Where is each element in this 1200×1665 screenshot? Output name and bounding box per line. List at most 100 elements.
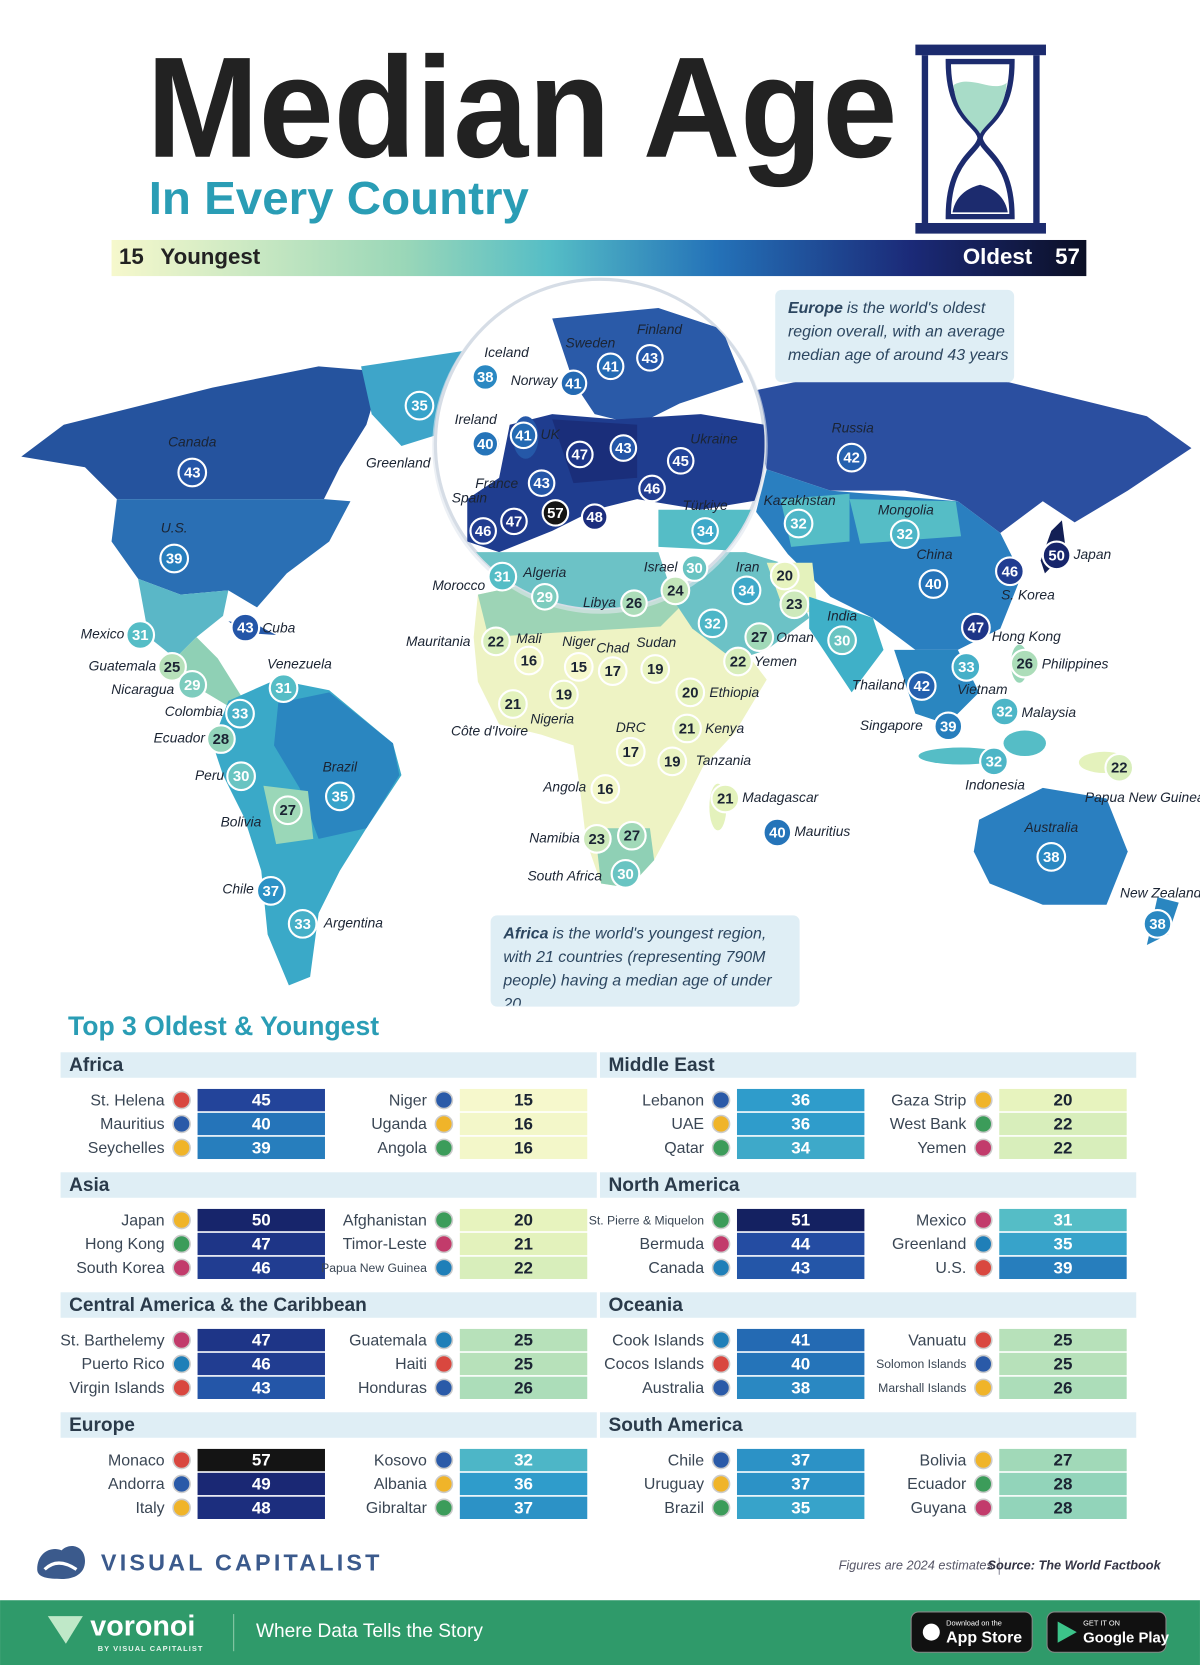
value-label: 33 bbox=[958, 660, 975, 676]
value-label: 38 bbox=[1149, 917, 1166, 933]
subtitle: In Every Country bbox=[149, 172, 529, 224]
value-bar bbox=[459, 1136, 588, 1160]
flag bbox=[434, 1090, 454, 1110]
value-bar bbox=[197, 1136, 325, 1160]
value-text: 26 bbox=[1054, 1378, 1073, 1397]
value-marker bbox=[481, 626, 511, 657]
country-label: Israel bbox=[644, 560, 679, 575]
value-bar bbox=[736, 1472, 865, 1496]
value-label: 17 bbox=[604, 664, 621, 680]
country-label: Mali bbox=[516, 631, 542, 646]
value-marker bbox=[979, 746, 1009, 777]
value-label: 19 bbox=[664, 754, 681, 770]
country-label: Kenya bbox=[705, 721, 744, 736]
country-name: Bermuda bbox=[640, 1236, 705, 1253]
country-name: Uganda bbox=[371, 1116, 427, 1133]
country-name: Gibraltar bbox=[366, 1500, 428, 1517]
value-bar bbox=[999, 1448, 1127, 1472]
value-bar bbox=[999, 1376, 1127, 1400]
value-marker bbox=[580, 503, 609, 531]
value-label: 41 bbox=[565, 376, 582, 392]
value-bar bbox=[197, 1112, 325, 1136]
value-bar bbox=[459, 1088, 588, 1112]
value-label: 29 bbox=[184, 678, 201, 694]
value-bar bbox=[736, 1136, 865, 1160]
value-text: 41 bbox=[791, 1331, 810, 1350]
value-marker bbox=[744, 622, 775, 652]
value-marker bbox=[660, 575, 691, 606]
google-play-badge[interactable]: GET IT ON Google Play bbox=[1046, 1611, 1170, 1653]
value-label: 26 bbox=[1016, 657, 1033, 673]
footer-note: Figures are 2024 estimates bbox=[839, 1558, 994, 1573]
flag bbox=[434, 1210, 454, 1230]
value-label: 27 bbox=[624, 829, 641, 845]
flag bbox=[434, 1330, 454, 1350]
region-name: South America bbox=[608, 1415, 743, 1436]
flag bbox=[434, 1378, 454, 1398]
country-name: Albania bbox=[374, 1476, 427, 1493]
value-label: 40 bbox=[769, 825, 786, 841]
value-bar bbox=[197, 1472, 325, 1496]
value-text: 21 bbox=[514, 1235, 533, 1254]
country-name: Brazil bbox=[664, 1500, 704, 1517]
value-text: 36 bbox=[791, 1091, 810, 1110]
flag bbox=[974, 1330, 993, 1350]
country-label: Ireland bbox=[455, 412, 499, 427]
flag bbox=[974, 1258, 993, 1278]
value-label: 46 bbox=[475, 524, 492, 540]
country-label: Yemen bbox=[754, 654, 797, 669]
value-label: 21 bbox=[717, 792, 734, 808]
value-label: 23 bbox=[786, 597, 803, 613]
value-marker bbox=[268, 673, 299, 703]
value-text: 22 bbox=[514, 1258, 533, 1277]
value-text: 40 bbox=[252, 1115, 271, 1134]
annotation-bold: Europe bbox=[787, 299, 843, 318]
value-marker bbox=[530, 582, 559, 611]
flag bbox=[172, 1114, 191, 1134]
value-bar bbox=[999, 1256, 1127, 1280]
badge-text: Google Play bbox=[1083, 1630, 1170, 1646]
country-name: Niger bbox=[389, 1092, 428, 1109]
value-label: 33 bbox=[294, 917, 311, 933]
value-text: 25 bbox=[514, 1355, 533, 1374]
country-label: Japan bbox=[1073, 547, 1112, 562]
value-label: 30 bbox=[686, 561, 703, 577]
value-marker bbox=[324, 781, 355, 812]
app-store-badge[interactable]: Download on the App Store bbox=[910, 1611, 1033, 1653]
annotation-box bbox=[490, 915, 800, 1007]
flag bbox=[434, 1474, 454, 1494]
value-marker bbox=[230, 612, 261, 643]
flag bbox=[974, 1090, 993, 1110]
value-marker bbox=[906, 671, 937, 701]
value-marker bbox=[609, 434, 638, 462]
country-name: Marshall Islands bbox=[878, 1381, 966, 1395]
country-label: Algeria bbox=[522, 565, 566, 580]
country-label: Morocco bbox=[432, 578, 485, 593]
value-bar bbox=[197, 1328, 325, 1352]
value-label: 42 bbox=[913, 679, 930, 695]
country-name: U.S. bbox=[935, 1260, 966, 1277]
country-name: Chile bbox=[668, 1452, 704, 1469]
badge-small: GET IT ON bbox=[1083, 1619, 1120, 1628]
value-marker bbox=[1041, 540, 1072, 571]
value-bar bbox=[459, 1112, 588, 1136]
value-marker bbox=[731, 575, 762, 606]
value-marker bbox=[226, 761, 256, 792]
region-header bbox=[60, 1292, 597, 1318]
flag bbox=[974, 1114, 993, 1134]
value-text: 47 bbox=[252, 1331, 271, 1350]
country-label: Iceland bbox=[484, 345, 530, 360]
annotation: Africa is the world's youngest region, wi… bbox=[503, 925, 771, 1006]
country-name: Qatar bbox=[664, 1140, 704, 1157]
value-marker bbox=[471, 363, 500, 391]
value-marker bbox=[563, 651, 594, 682]
country-name: Gaza Strip bbox=[891, 1092, 966, 1109]
value-text: 37 bbox=[514, 1498, 533, 1517]
flag bbox=[974, 1378, 993, 1398]
country-label: DRC bbox=[616, 720, 647, 735]
value-marker bbox=[157, 651, 187, 682]
legend-max: 57 bbox=[1055, 244, 1080, 269]
country-label: Colombia bbox=[165, 704, 224, 719]
country-label: New Zealand bbox=[1120, 886, 1200, 901]
